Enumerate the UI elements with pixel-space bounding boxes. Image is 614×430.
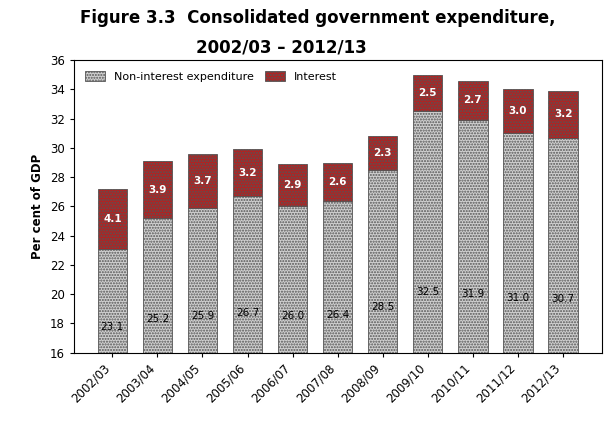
Text: 25.2: 25.2 (146, 314, 169, 324)
Legend: Non-interest expenditure, Interest: Non-interest expenditure, Interest (79, 66, 342, 88)
Bar (233, 196, 262, 353)
Text: 2.6: 2.6 (328, 177, 347, 187)
Text: 4.1: 4.1 (103, 214, 122, 224)
Text: 3.0: 3.0 (509, 106, 527, 117)
Bar (278, 206, 307, 353)
Bar (98, 249, 127, 353)
Text: 3.7: 3.7 (193, 176, 212, 186)
Text: 2002/03 – 2012/13: 2002/03 – 2012/13 (196, 39, 367, 57)
Text: 26.0: 26.0 (281, 311, 304, 321)
Bar (413, 75, 443, 111)
Bar (278, 164, 307, 206)
Text: 23.1: 23.1 (101, 322, 124, 332)
Text: 2.3: 2.3 (373, 148, 392, 158)
Bar (548, 91, 578, 138)
Bar (413, 111, 443, 353)
Bar (368, 170, 397, 353)
Bar (188, 154, 217, 208)
Text: 26.4: 26.4 (326, 310, 349, 319)
Text: 28.5: 28.5 (371, 302, 394, 312)
Text: 3.2: 3.2 (554, 109, 572, 119)
Bar (143, 161, 172, 218)
Text: 3.9: 3.9 (148, 184, 166, 195)
Bar (548, 138, 578, 353)
Bar (233, 149, 262, 196)
Text: Figure 3.3  Consolidated government expenditure,: Figure 3.3 Consolidated government expen… (80, 9, 555, 27)
Text: 2.5: 2.5 (419, 88, 437, 98)
Text: 32.5: 32.5 (416, 287, 440, 297)
Y-axis label: Per cent of GDP: Per cent of GDP (31, 154, 44, 259)
Bar (368, 136, 397, 170)
Bar (503, 133, 532, 353)
Bar (323, 200, 352, 353)
Text: 25.9: 25.9 (191, 311, 214, 321)
Text: 31.9: 31.9 (461, 289, 484, 299)
Bar (323, 163, 352, 200)
Text: 3.2: 3.2 (238, 168, 257, 178)
Bar (98, 189, 127, 249)
Bar (143, 218, 172, 353)
Bar (188, 208, 217, 353)
Text: 26.7: 26.7 (236, 308, 259, 319)
Text: 30.7: 30.7 (551, 294, 575, 304)
Text: 2.7: 2.7 (464, 95, 482, 105)
Text: 31.0: 31.0 (507, 293, 529, 303)
Bar (458, 81, 488, 120)
Bar (458, 120, 488, 353)
Text: 2.9: 2.9 (284, 180, 302, 190)
Bar (503, 89, 532, 133)
